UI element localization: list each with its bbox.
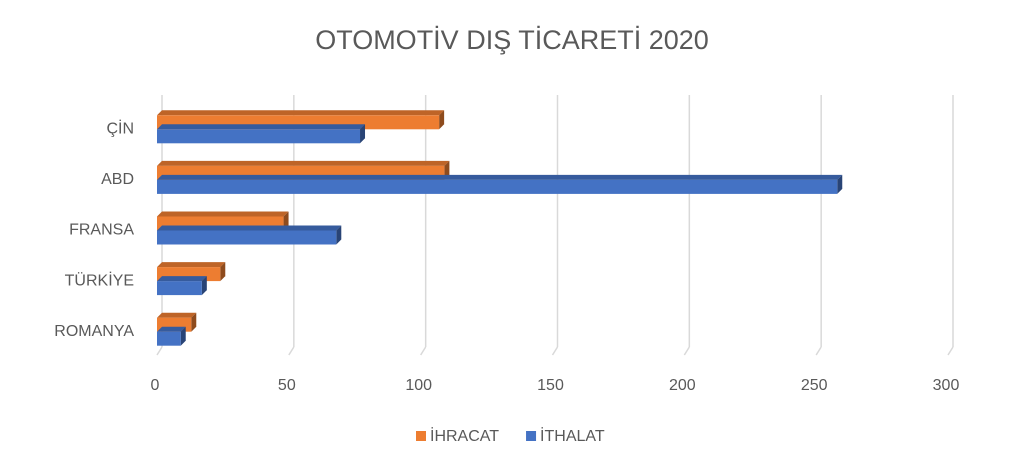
bar-top <box>157 262 226 268</box>
bar-side <box>220 262 226 282</box>
legend-label: İHRACAT <box>430 426 499 445</box>
grid-line <box>288 346 295 356</box>
bar <box>157 230 337 245</box>
legend-label: İTHALAT <box>540 426 605 445</box>
bar-side <box>201 276 207 296</box>
y-tick-label: ABD <box>101 171 134 188</box>
bar-top <box>157 160 450 166</box>
bar <box>157 179 838 194</box>
bar <box>157 281 202 296</box>
legend-swatch <box>526 431 537 441</box>
bar-top <box>157 225 342 231</box>
bar-side <box>191 312 197 332</box>
bar-side <box>837 174 843 194</box>
legend-swatch <box>416 431 426 441</box>
bar <box>157 331 181 346</box>
x-tick-label: 250 <box>801 377 828 394</box>
chart-title: OTOMOTİV DIŞ TİCARETİ 2020 <box>315 24 709 55</box>
bar-top <box>157 312 197 318</box>
grid-line <box>683 346 690 356</box>
bar-side <box>180 326 186 346</box>
grid-line <box>947 346 954 356</box>
x-tick-label: 200 <box>669 377 696 394</box>
y-tick-label: TÜRKİYE <box>65 270 134 289</box>
bar-top <box>157 110 445 116</box>
bar-top <box>157 174 843 180</box>
bar-top <box>157 276 207 282</box>
bar-top <box>157 211 289 217</box>
bar-side <box>360 124 366 144</box>
bar-top <box>157 124 366 130</box>
bar <box>157 129 361 144</box>
x-tick-label: 50 <box>278 377 296 394</box>
x-tick-label: 100 <box>405 377 432 394</box>
y-tick-label: ÇİN <box>106 119 134 138</box>
bar-side <box>336 225 342 245</box>
x-tick-label: 150 <box>537 377 564 394</box>
y-tick-label: ROMANYA <box>54 323 134 340</box>
bar-top <box>157 326 186 332</box>
grid-line <box>156 346 163 356</box>
grid-line <box>551 346 559 356</box>
x-tick-label: 0 <box>151 377 160 394</box>
y-tick-label: FRANSA <box>69 222 134 239</box>
bar-side <box>439 110 445 130</box>
x-tick-label: 300 <box>933 377 960 394</box>
grid-line <box>815 346 822 356</box>
grid-line <box>420 346 427 356</box>
